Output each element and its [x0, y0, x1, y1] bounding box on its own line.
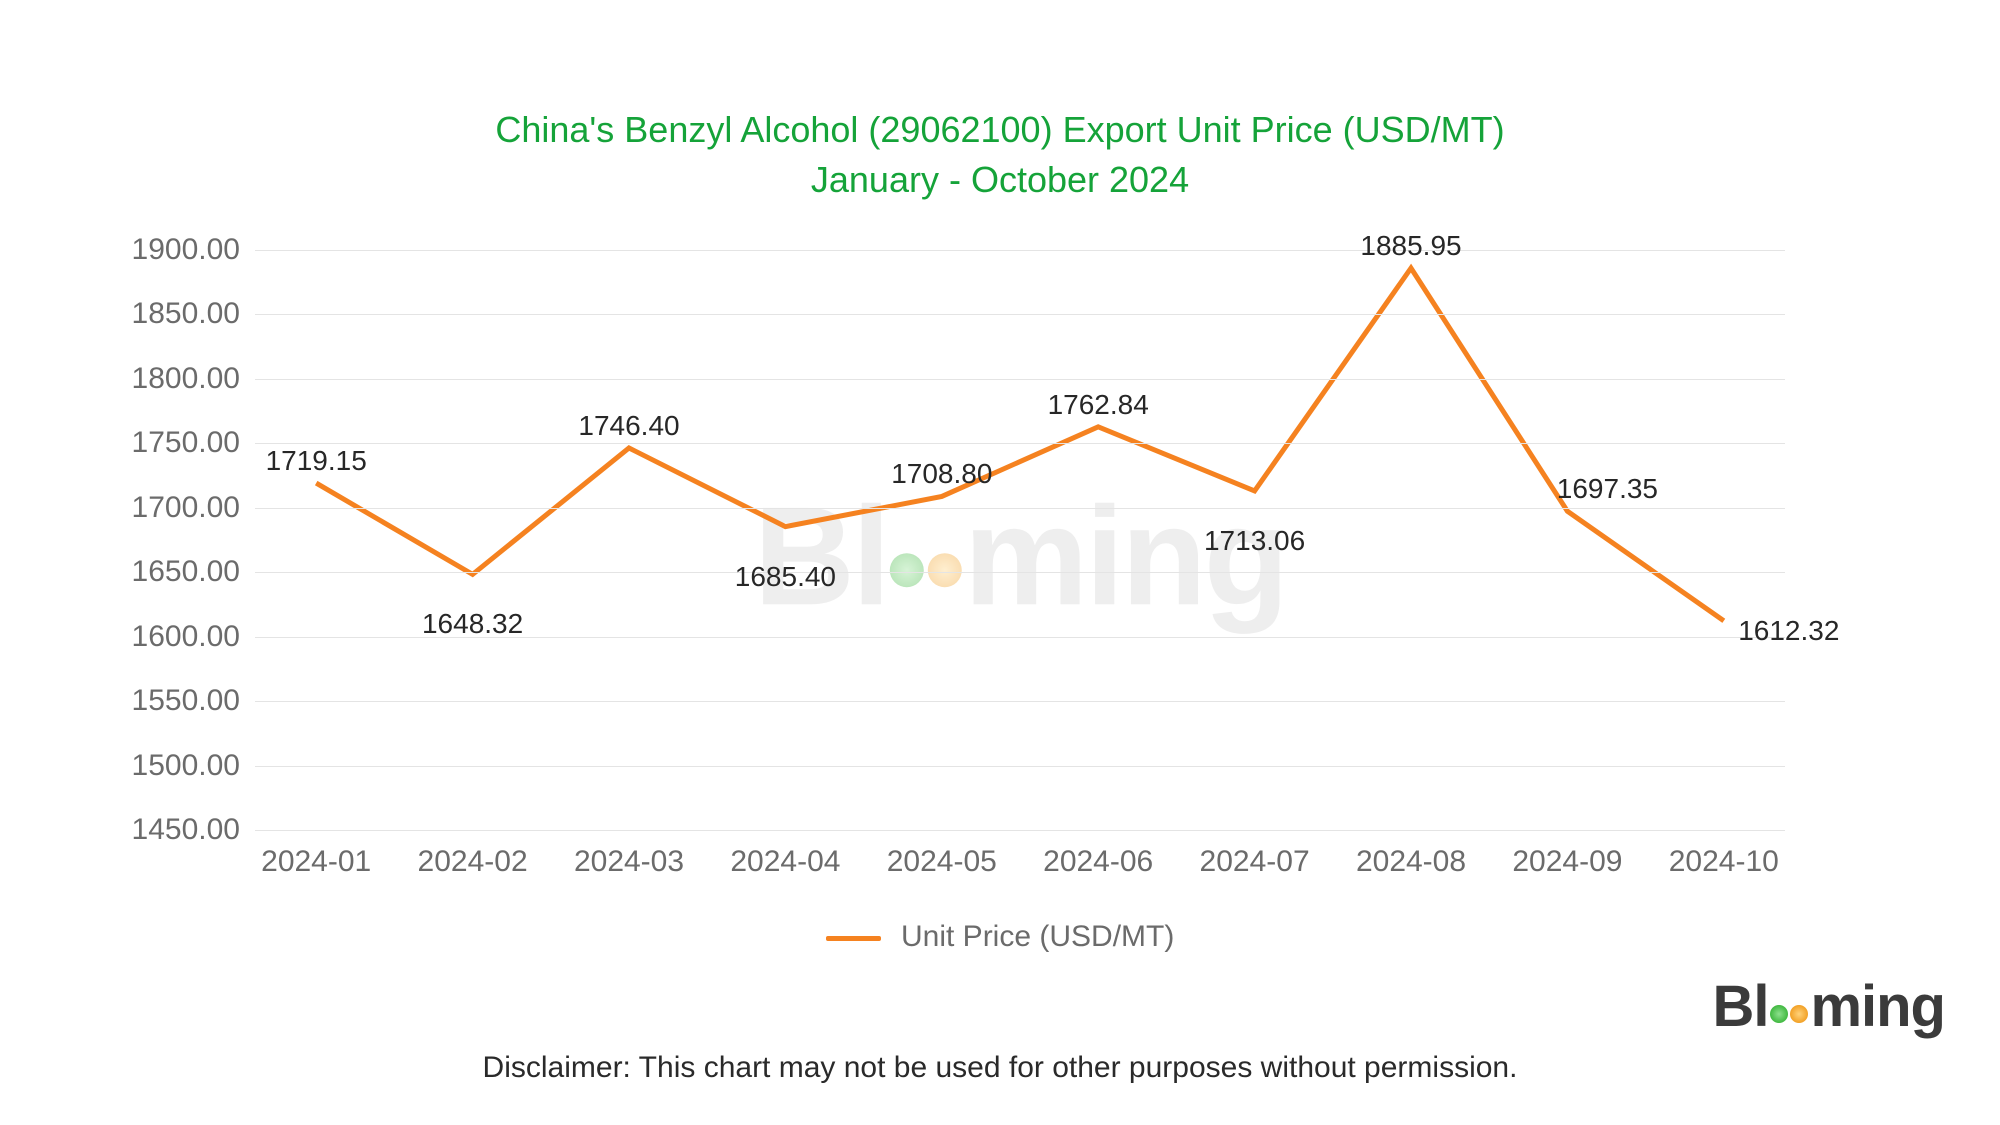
data-point-label: 1762.84 [1048, 389, 1149, 421]
brand-post: ing [1861, 973, 1945, 1040]
x-axis-label: 2024-01 [261, 845, 371, 879]
data-point-label: 1612.32 [1738, 615, 1839, 647]
gridline [255, 379, 1785, 380]
x-axis-label: 2024-03 [574, 845, 684, 879]
x-axis-label: 2024-07 [1200, 845, 1310, 879]
gridline [255, 443, 1785, 444]
brand-pre: Bl [1712, 973, 1768, 1040]
data-point-label: 1708.80 [891, 458, 992, 490]
y-axis-label: 1800.00 [40, 362, 240, 396]
title-line-1: China's Benzyl Alcohol (29062100) Export… [0, 105, 2000, 155]
data-point-label: 1719.15 [266, 445, 367, 477]
y-axis-label: 1750.00 [40, 426, 240, 460]
gridline [255, 250, 1785, 251]
y-axis-label: 1700.00 [40, 491, 240, 525]
data-point-label: 1713.06 [1204, 525, 1305, 557]
x-axis-label: 2024-09 [1512, 845, 1622, 879]
y-axis-label: 1600.00 [40, 620, 240, 654]
gridline [255, 508, 1785, 509]
legend: Unit Price (USD/MT) [0, 920, 2000, 954]
gridline [255, 701, 1785, 702]
gridline [255, 314, 1785, 315]
data-point-label: 1648.32 [422, 608, 523, 640]
x-axis-label: 2024-10 [1669, 845, 1779, 879]
brand-mid: m [1810, 973, 1861, 1040]
brand-dot-green [1770, 1005, 1788, 1023]
gridline [255, 766, 1785, 767]
data-point-label: 1885.95 [1360, 230, 1461, 262]
legend-swatch [826, 936, 881, 941]
data-point-label: 1697.35 [1557, 473, 1658, 505]
y-axis-label: 1500.00 [40, 749, 240, 783]
y-axis-label: 1450.00 [40, 813, 240, 847]
y-axis-label: 1900.00 [40, 233, 240, 267]
chart-title: China's Benzyl Alcohol (29062100) Export… [0, 105, 2000, 206]
chart-plot-area: Bl m ing [255, 250, 1785, 830]
x-axis-label: 2024-05 [887, 845, 997, 879]
legend-label: Unit Price (USD/MT) [901, 920, 1174, 953]
y-axis-label: 1550.00 [40, 684, 240, 718]
y-axis-label: 1850.00 [40, 297, 240, 331]
x-axis-label: 2024-08 [1356, 845, 1466, 879]
x-axis-label: 2024-06 [1043, 845, 1153, 879]
data-point-label: 1746.40 [578, 410, 679, 442]
y-axis-label: 1650.00 [40, 555, 240, 589]
data-point-label: 1685.40 [735, 561, 836, 593]
x-axis-label: 2024-04 [730, 845, 840, 879]
line-series [255, 250, 1785, 830]
disclaimer-text: Disclaimer: This chart may not be used f… [0, 1051, 2000, 1085]
brand-dot-orange [1790, 1005, 1808, 1023]
x-axis-label: 2024-02 [418, 845, 528, 879]
gridline [255, 572, 1785, 573]
gridline [255, 830, 1785, 831]
title-line-2: January - October 2024 [0, 155, 2000, 205]
brand-logo: Bl m ing [1712, 973, 1945, 1040]
